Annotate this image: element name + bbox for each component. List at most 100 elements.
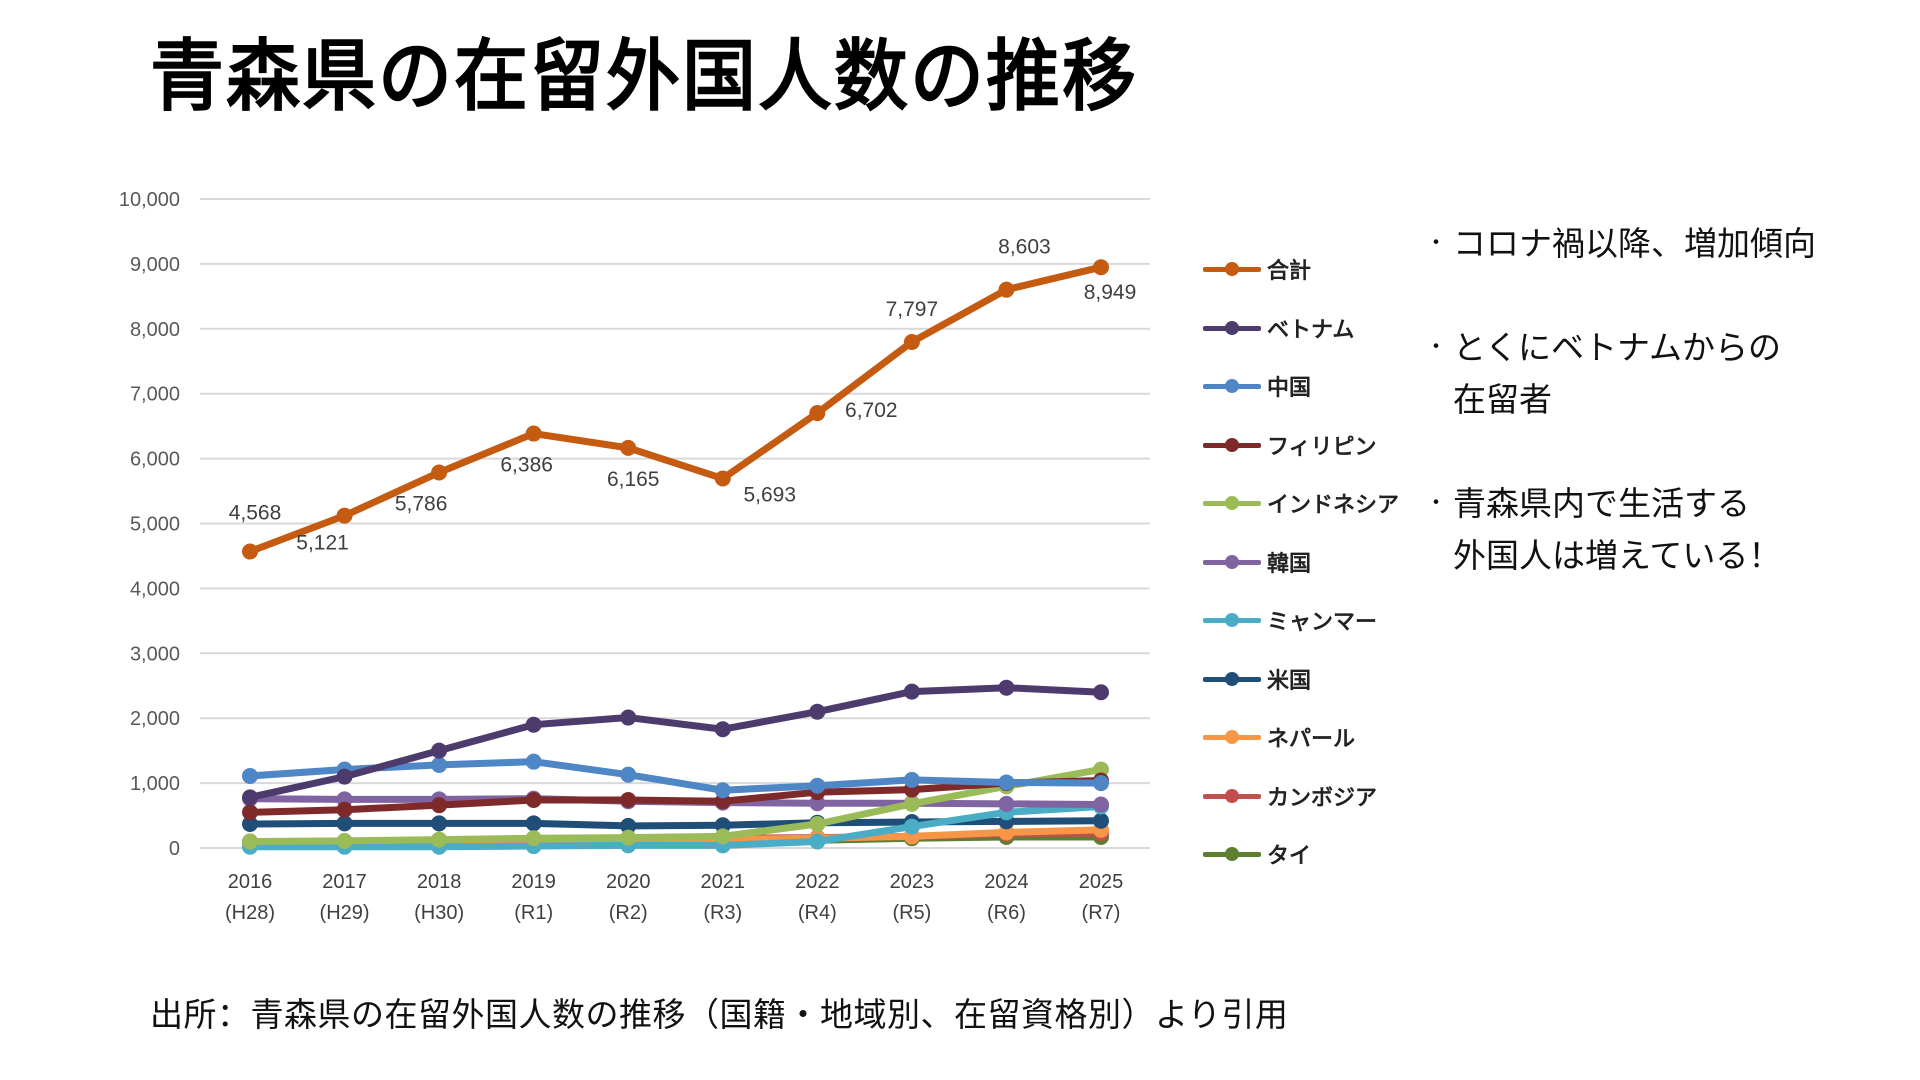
source-citation: 出所：青森県の在留外国人数の推移（国籍・地域別、在留資格別）より引用 [150, 995, 1289, 1034]
legend-item: インドネシア [1203, 474, 1399, 533]
data-point [809, 703, 826, 720]
x-tick-sublabel: (R2) [609, 902, 648, 924]
line-chart: 0 1,000 2,000 3,000 4,000 5,000 6,000 7,000 8,00… [119, 189, 1150, 924]
legend-item: 米国 [1203, 650, 1399, 709]
notes-panel: ・コロナ禍以降、増加傾向・とくにベトナムからの 在留者・青森県内で生活する 外国人は… [1425, 218, 1895, 634]
data-label: 6,702 [845, 399, 898, 422]
data-point [620, 791, 637, 808]
data-point [998, 774, 1015, 791]
x-tick-label: 2022 [795, 871, 840, 893]
legend-marker-icon [1203, 262, 1261, 277]
legend-label: 中国 [1267, 376, 1312, 402]
data-point [525, 791, 542, 808]
data-point [525, 425, 542, 442]
legend-label: フィリピン [1267, 434, 1377, 460]
data-point [903, 818, 920, 835]
legend-label: 韓国 [1267, 551, 1312, 577]
data-point [620, 709, 637, 726]
data-point [431, 831, 448, 848]
x-tick-label: 2024 [984, 871, 1029, 893]
data-labels: 4,568 5,121 5,786 6,386 6,165 5,693 6,702 7,797… [229, 236, 1137, 555]
data-point [714, 817, 731, 834]
note-item: ・青森県内で生活する 外国人は増えている！ [1425, 478, 1895, 582]
data-point [620, 817, 637, 834]
note-text: 在留者 [1453, 380, 1552, 419]
data-point [1093, 761, 1109, 778]
data-point [431, 815, 448, 832]
data-point [620, 439, 637, 456]
data-label: 5,786 [395, 492, 448, 515]
x-tick-sublabel: (H29) [320, 902, 370, 924]
legend-item: タイ [1203, 825, 1399, 884]
x-tick-sublabel: (H30) [414, 902, 464, 924]
data-point [336, 507, 353, 524]
data-point [242, 815, 258, 832]
x-tick-sublabel: (R7) [1082, 902, 1121, 924]
legend-marker-icon [1203, 671, 1261, 686]
y-tick-label: 7,000 [130, 384, 180, 406]
data-point [998, 281, 1015, 298]
data-label: 5,121 [296, 532, 349, 555]
x-axis-ticks: 2016 (H28) 2017 (H29) 2018 (H30) 2019 (R1) 2020 (… [225, 871, 1123, 924]
slide-title: 青森県の在留外国人数の推移 [150, 31, 1138, 123]
y-tick-label: 6,000 [130, 449, 180, 471]
data-point [1093, 259, 1109, 276]
legend-marker-icon [1203, 496, 1261, 511]
data-point [242, 767, 258, 784]
note-text: とくにベトナムからの [1453, 328, 1782, 367]
note-item: ・コロナ禍以降、増加傾向 [1425, 218, 1895, 270]
data-point [431, 464, 448, 481]
data-point [242, 804, 258, 821]
series-line [246, 263, 1105, 556]
x-tick-label: 2016 [228, 871, 273, 893]
data-label: 7,797 [886, 298, 939, 321]
legend-marker-icon [1203, 788, 1261, 803]
data-point [998, 795, 1015, 812]
data-label: 8,949 [1084, 281, 1137, 304]
x-tick-label: 2019 [511, 871, 556, 893]
legend-item: カンボジア [1203, 767, 1399, 826]
x-tick-label: 2017 [322, 871, 367, 893]
x-tick-sublabel: (R4) [798, 902, 837, 924]
x-tick-sublabel: (H28) [225, 902, 275, 924]
y-tick-label: 2,000 [130, 708, 180, 730]
legend-marker-icon [1203, 730, 1261, 745]
data-point [809, 405, 826, 422]
bullet-icon: ・ [1425, 491, 1448, 516]
data-point [714, 470, 731, 487]
bullet-icon: ・ [1425, 335, 1448, 360]
data-point [242, 543, 258, 560]
note-text: 青森県内で生活する [1453, 484, 1750, 523]
bullet-icon: ・ [1425, 231, 1448, 256]
data-point [336, 815, 353, 832]
data-point [809, 795, 826, 812]
data-point [336, 768, 353, 785]
data-point [714, 828, 731, 845]
data-point [620, 766, 637, 783]
data-point [336, 832, 353, 849]
x-tick-label: 2021 [701, 871, 746, 893]
y-tick-label: 9,000 [130, 254, 180, 276]
data-point [242, 789, 258, 806]
y-tick-label: 3,000 [130, 643, 180, 665]
data-point [620, 829, 637, 846]
y-axis-ticks: 0 1,000 2,000 3,000 4,000 5,000 6,000 7,000 8,00… [119, 189, 180, 860]
data-point [431, 756, 448, 773]
data-point [903, 771, 920, 788]
legend-item: 韓国 [1203, 533, 1399, 592]
legend-item: ネパール [1203, 708, 1399, 767]
y-tick-label: 5,000 [130, 514, 180, 536]
y-tick-label: 1,000 [130, 773, 180, 795]
legend-marker-icon [1203, 379, 1261, 394]
series-line [246, 684, 1105, 801]
data-label: 4,568 [229, 502, 282, 525]
legend-label: ベトナム [1267, 317, 1355, 343]
data-label: 6,386 [500, 454, 553, 477]
x-tick-sublabel: (R1) [514, 902, 553, 924]
legend-item: フィリピン [1203, 416, 1399, 475]
data-label: 8,603 [998, 236, 1051, 259]
y-tick-label: 10,000 [119, 189, 180, 211]
data-point [525, 830, 542, 847]
data-point [1093, 796, 1109, 813]
data-point [998, 824, 1015, 841]
